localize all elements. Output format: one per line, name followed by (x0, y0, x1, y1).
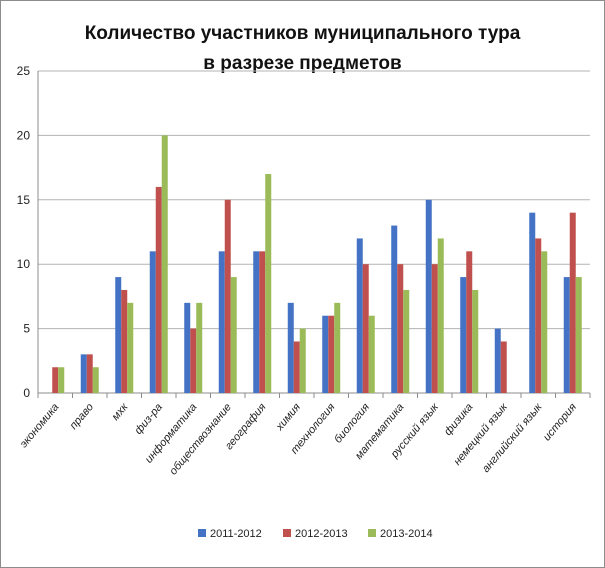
bar-2012-2013-русский язык (431, 264, 438, 393)
gridlines (37, 70, 591, 398)
bar-2011-2012-химия (287, 302, 294, 393)
x-category-label: мхк (110, 401, 131, 423)
chart-title-line-1: Количество участников муниципального тур… (84, 23, 521, 44)
bar-2012-2013-экономика (52, 367, 59, 393)
bar-2011-2012-английский язык (529, 212, 536, 393)
bar-2011-2012-география (253, 251, 260, 393)
bar-2011-2012-немецкий язык (494, 328, 501, 393)
bar-2013-2014-мхк (127, 302, 134, 393)
bar-2013-2014-экономика (58, 367, 65, 393)
bar-2012-2013-немецкий язык (500, 341, 507, 393)
bar-2012-2013-право (86, 354, 93, 393)
x-category-label: экономика (18, 401, 62, 450)
x-category-label: химия (273, 401, 303, 433)
bar-2011-2012-биология (356, 238, 363, 393)
bar-2013-2014-математика (403, 289, 410, 393)
y-tick-label: 0 (23, 386, 30, 400)
legend-swatch (368, 529, 376, 537)
y-tick-label: 10 (17, 257, 31, 271)
legend-swatch (283, 529, 291, 537)
bar-2013-2014-химия (299, 328, 306, 393)
bar-2011-2012-математика (391, 225, 398, 393)
bars (52, 135, 582, 393)
bar-2013-2014-английский язык (541, 251, 548, 393)
bar-2012-2013-биология (362, 264, 369, 393)
bar-2011-2012-мхк (115, 277, 122, 393)
bar-2012-2013-английский язык (535, 238, 542, 393)
y-tick-label: 15 (17, 193, 31, 207)
y-tick-label: 5 (23, 322, 30, 336)
x-category-label: право (68, 401, 96, 432)
chart-title-line-2: в разрезе предметов (203, 53, 402, 74)
x-category-label: обществознание (167, 401, 234, 477)
x-category-label: физика (442, 401, 476, 438)
bar-2013-2014-география (265, 174, 272, 393)
bar-2011-2012-право (80, 354, 87, 393)
bar-2012-2013-физ-ра (155, 186, 162, 393)
bar-2012-2013-технология (328, 315, 335, 393)
bar-2012-2013-физика (466, 251, 473, 393)
y-axis-ticks: 0 5 10 15 20 25 (17, 64, 31, 400)
legend-label: 2012-2013 (295, 528, 348, 540)
y-tick-label: 25 (17, 64, 31, 78)
x-category-label: история (541, 401, 579, 443)
bar-2013-2014-технология (334, 302, 341, 393)
bar-2011-2012-история (563, 277, 570, 393)
bar-2012-2013-информатика (190, 328, 197, 393)
bar-2013-2014-физика (472, 289, 479, 393)
bar-2011-2012-обществознание (218, 251, 225, 393)
bar-2011-2012-русский язык (425, 199, 432, 393)
bar-2011-2012-информатика (184, 302, 191, 393)
legend-swatch (198, 529, 206, 537)
x-axis-categories: экономика право мхк физ-раинформатикаобщест… (18, 401, 579, 478)
bar-2013-2014-информатика (196, 302, 203, 393)
bar-2012-2013-обществознание (224, 199, 231, 393)
bar-2013-2014-право (92, 367, 99, 393)
legend-label: 2013-2014 (380, 528, 433, 540)
bar-2011-2012-физика (460, 277, 467, 393)
x-category-label: английский язык (480, 401, 545, 475)
bar-2013-2014-история (575, 277, 582, 393)
bar-2011-2012-физ-ра (149, 251, 156, 393)
bar-2013-2014-русский язык (437, 238, 444, 393)
y-tick-label: 20 (17, 128, 31, 142)
bar-2013-2014-биология (368, 315, 375, 393)
bar-2012-2013-мхк (121, 289, 128, 393)
legend: 2011-2012 2012-2013 2013-2014 (198, 528, 433, 540)
bar-2013-2014-физ-ра (161, 135, 168, 393)
bar-2012-2013-история (569, 212, 576, 393)
bar-2011-2012-технология (322, 315, 329, 393)
bar-2012-2013-химия (293, 341, 300, 393)
bar-2012-2013-география (259, 251, 266, 393)
x-category-label: физ-ра (133, 401, 166, 437)
legend-label: 2011-2012 (210, 528, 262, 540)
bar-2012-2013-математика (397, 264, 404, 393)
bar-2013-2014-обществознание (230, 277, 237, 393)
